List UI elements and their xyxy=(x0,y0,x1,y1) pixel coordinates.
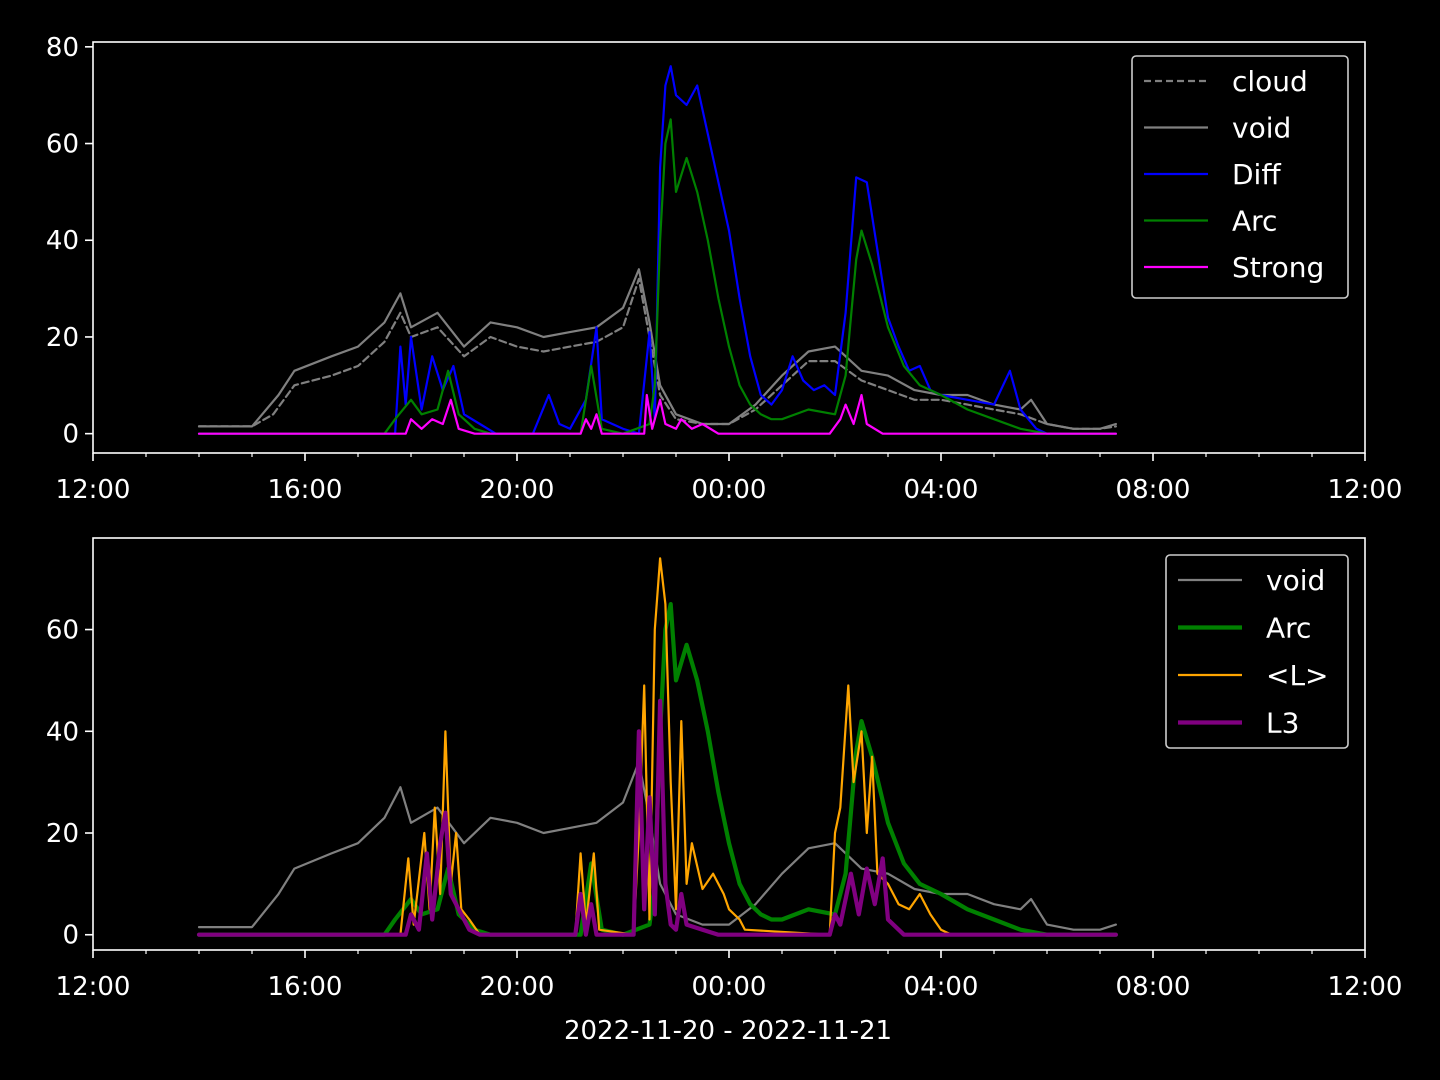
top-x-tick-label: 04:00 xyxy=(904,475,979,505)
bottom-x-tick-label: 08:00 xyxy=(1116,972,1191,1002)
top-legend-label: Diff xyxy=(1232,158,1281,191)
bottom-series-l3-line xyxy=(196,698,1118,937)
top-legend-label: cloud xyxy=(1232,65,1308,98)
bottom-legend-box xyxy=(1165,554,1349,749)
bottom-legend: void Arc <L> L3 xyxy=(1165,554,1349,749)
bottom-x-tick-label: 20:00 xyxy=(480,972,555,1002)
bottom-y-tick-label: 20 xyxy=(46,819,79,849)
top-x-tick-label: 20:00 xyxy=(480,475,555,505)
top-series-diff-line xyxy=(197,65,1117,435)
top-x-tick-label: 12:00 xyxy=(56,475,131,505)
bottom-x-axis-label: 2022-11-20 - 2022-11-21 xyxy=(564,1016,892,1046)
top-x-tick-label: 08:00 xyxy=(1116,475,1191,505)
top-legend-label: Strong xyxy=(1232,251,1324,284)
top-series-group xyxy=(197,65,1117,435)
bottom-y-tick-label: 40 xyxy=(46,717,79,747)
top-x-tick-label: 00:00 xyxy=(692,475,767,505)
top-legend-box xyxy=(1131,55,1349,299)
bottom-x-tick-label: 00:00 xyxy=(692,972,767,1002)
top-x-tick-label: 12:00 xyxy=(1328,475,1403,505)
top-y-tick-label: 40 xyxy=(46,226,79,256)
top-legend-label: Arc xyxy=(1232,205,1277,238)
bottom-y-tick-label: 0 xyxy=(62,921,79,951)
top-legend-label: void xyxy=(1232,112,1291,145)
bottom-y-tick-label: 60 xyxy=(46,616,79,646)
bottom-legend-label: Arc xyxy=(1266,612,1311,645)
bottom-x-tick-label: 12:00 xyxy=(56,972,131,1002)
top-y-tick-label: 80 xyxy=(46,33,79,63)
bottom-legend-label: <L> xyxy=(1266,659,1329,692)
top-y-tick-label: 60 xyxy=(46,130,79,160)
bottom-x-tick-label: 04:00 xyxy=(904,972,979,1002)
top-series-void-line xyxy=(197,268,1117,430)
top-legend: cloud void Diff Arc Strong xyxy=(1131,55,1349,299)
top-series-arc-line xyxy=(197,118,1117,435)
top-y-tick-label: 20 xyxy=(46,323,79,353)
top-series-strong-line xyxy=(197,393,1117,435)
bottom-series-void-line xyxy=(197,760,1117,931)
bottom-x-tick-label: 16:00 xyxy=(268,972,343,1002)
bottom-legend-label: L3 xyxy=(1266,707,1299,740)
bottom-x-tick-label: 12:00 xyxy=(1328,972,1403,1002)
bottom-panel: 0 20 40 60 12:00 16:00 20:00 00:00 04:00 08:00 12:… xyxy=(46,537,1403,1002)
top-panel: 0 20 40 60 80 12:00 16:00 20:00 00:00 04:00 08:00 1… xyxy=(46,33,1403,505)
bottom-legend-label: void xyxy=(1266,564,1325,597)
top-x-tick-label: 16:00 xyxy=(268,475,343,505)
bottom-series-group xyxy=(196,557,1118,937)
top-y-tick-label: 0 xyxy=(62,420,79,450)
